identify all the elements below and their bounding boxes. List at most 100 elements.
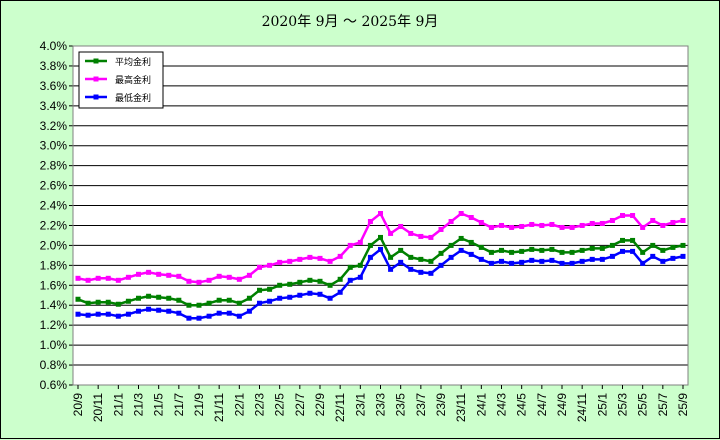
data-point-lowest-rate [136, 308, 141, 314]
data-point-lowest-rate [226, 310, 232, 316]
data-point-average-rate [438, 250, 444, 256]
x-tick-label: 22/7 [293, 393, 307, 417]
data-point-highest-rate [428, 234, 434, 240]
data-point-average-rate [146, 293, 152, 299]
data-point-average-rate [559, 249, 565, 255]
data-point-lowest-rate [378, 246, 383, 252]
data-point-average-rate [478, 244, 484, 250]
data-point-average-rate [136, 295, 141, 301]
data-point-highest-rate [347, 242, 353, 248]
data-point-lowest-rate [529, 257, 535, 263]
x-tick-label: 23/7 [414, 393, 428, 417]
data-point-highest-rate [75, 275, 81, 281]
data-point-average-rate [680, 242, 686, 248]
data-point-average-rate [105, 299, 111, 305]
data-point-highest-rate [660, 222, 666, 228]
data-point-lowest-rate [75, 311, 81, 317]
y-tick-label: 3.4% [40, 99, 68, 113]
y-tick-label: 2.8% [40, 159, 68, 173]
data-point-highest-rate [589, 220, 595, 226]
data-point-lowest-rate [488, 260, 494, 266]
data-point-average-rate [317, 278, 323, 284]
data-point-highest-rate [176, 273, 182, 279]
data-point-lowest-rate [186, 315, 192, 321]
x-tick-label: 23/9 [434, 393, 448, 417]
data-point-lowest-rate [367, 254, 373, 260]
data-point-lowest-rate [418, 269, 424, 275]
data-point-highest-rate [438, 226, 444, 232]
data-point-highest-rate [367, 218, 373, 224]
plot-area: 0.6% 0.8% 1.0% 1.2% 1.4% 1.6% 1.8% 2.0% 2.2% 2.4%… [40, 39, 690, 422]
data-point-highest-rate [680, 217, 686, 223]
data-point-average-rate [589, 245, 595, 251]
x-tick-label: 24/7 [535, 393, 549, 417]
data-point-average-rate [428, 258, 434, 264]
x-tick-label: 25/3 [616, 393, 630, 417]
data-point-highest-rate [337, 253, 343, 259]
data-point-highest-rate [448, 218, 454, 224]
legend-label-highest: 最高金利 [115, 74, 151, 86]
data-point-lowest-rate [640, 260, 646, 266]
data-point-lowest-rate [579, 258, 585, 264]
data-point-lowest-rate [267, 298, 273, 304]
data-point-lowest-rate [670, 255, 676, 261]
x-tick-label: 23/11 [454, 393, 468, 422]
data-point-lowest-rate [347, 277, 353, 283]
legend-marker-lowest [93, 94, 99, 100]
x-tick-label: 21/11 [212, 393, 226, 422]
x-tick-label: 20/9 [71, 393, 85, 417]
data-point-average-rate [529, 246, 535, 252]
data-point-lowest-rate [478, 256, 484, 262]
data-point-average-rate [95, 299, 101, 305]
data-point-highest-rate [408, 230, 414, 236]
data-point-lowest-rate [216, 310, 222, 316]
data-point-highest-rate [418, 233, 424, 239]
data-point-average-rate [468, 239, 474, 245]
data-point-lowest-rate [85, 312, 91, 318]
data-point-lowest-rate [519, 259, 525, 265]
x-tick-label: 24/3 [495, 393, 509, 417]
data-point-highest-rate [125, 274, 131, 280]
data-point-lowest-rate [236, 313, 242, 319]
x-tick-label: 24/9 [555, 393, 569, 417]
data-point-lowest-rate [115, 313, 121, 319]
data-point-lowest-rate [105, 311, 111, 317]
data-point-average-rate [579, 247, 585, 253]
data-point-average-rate [418, 256, 424, 262]
data-point-lowest-rate [176, 310, 182, 316]
data-point-lowest-rate [297, 292, 303, 298]
data-point-lowest-rate [599, 256, 605, 262]
data-point-highest-rate [267, 262, 273, 268]
data-point-average-rate [297, 279, 303, 285]
data-point-lowest-rate [408, 266, 414, 272]
y-tick-label: 4.0% [40, 39, 68, 53]
data-point-lowest-rate [307, 290, 313, 296]
x-tick-label: 22/1 [232, 393, 246, 417]
data-point-highest-rate [196, 279, 202, 285]
x-tick-label: 22/5 [273, 393, 287, 417]
x-tick-label: 21/3 [132, 393, 146, 417]
data-point-lowest-rate [458, 247, 464, 253]
data-point-highest-rate [85, 277, 91, 283]
data-point-average-rate [236, 300, 242, 306]
x-tick-label: 21/5 [152, 393, 166, 417]
x-tick-label: 22/9 [313, 393, 327, 417]
data-point-highest-rate [640, 224, 646, 230]
data-point-lowest-rate [206, 313, 212, 319]
data-point-average-rate [448, 242, 454, 248]
data-point-average-rate [287, 281, 293, 287]
x-tick-label: 25/1 [595, 393, 609, 417]
data-point-highest-rate [670, 219, 676, 225]
data-point-lowest-rate [499, 258, 504, 264]
data-point-average-rate [509, 249, 515, 255]
data-point-highest-rate [478, 219, 484, 225]
data-point-lowest-rate [549, 257, 555, 263]
data-point-average-rate [125, 298, 131, 304]
data-point-lowest-rate [468, 251, 474, 257]
data-point-lowest-rate [650, 253, 656, 259]
data-point-average-rate [115, 301, 121, 307]
data-point-highest-rate [317, 255, 323, 261]
data-point-average-rate [650, 242, 656, 248]
y-tick-label: 1.6% [40, 278, 68, 292]
